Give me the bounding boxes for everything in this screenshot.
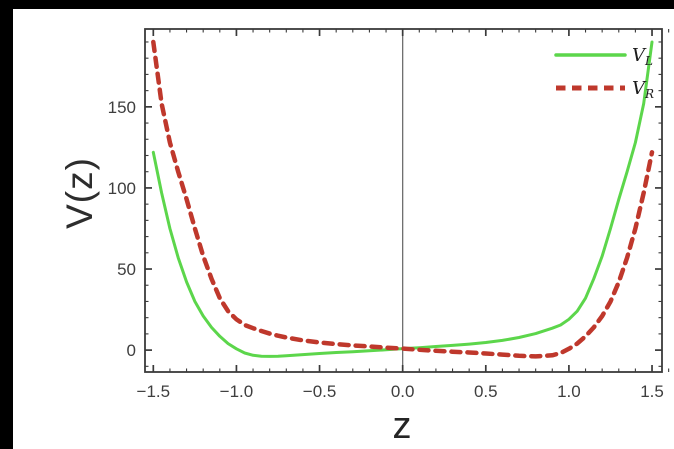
x-tick-label: −0.5 bbox=[303, 382, 337, 401]
x-tick-label: 0.0 bbox=[391, 382, 415, 401]
y-tick-label: 100 bbox=[108, 179, 136, 198]
left-black-bar bbox=[0, 0, 13, 449]
x-tick-label: −1.0 bbox=[220, 382, 254, 401]
top-black-bar bbox=[0, 0, 674, 9]
x-tick-label: −1.5 bbox=[137, 382, 171, 401]
y-tick-label: 50 bbox=[117, 260, 136, 279]
x-tick-label: 1.0 bbox=[557, 382, 581, 401]
curve-VL bbox=[151, 40, 654, 358]
legend-label-VR: VR bbox=[632, 78, 654, 101]
y-tick-label: 150 bbox=[108, 98, 136, 117]
y-axis-label: V(z) bbox=[59, 157, 100, 229]
y-tick-label: 0 bbox=[127, 341, 136, 360]
x-tick-label: 0.5 bbox=[474, 382, 498, 401]
plot-frame bbox=[144, 28, 663, 373]
curve-VR bbox=[151, 39, 655, 359]
x-axis-label: z bbox=[392, 405, 412, 447]
x-tick-label: 1.5 bbox=[640, 382, 664, 401]
